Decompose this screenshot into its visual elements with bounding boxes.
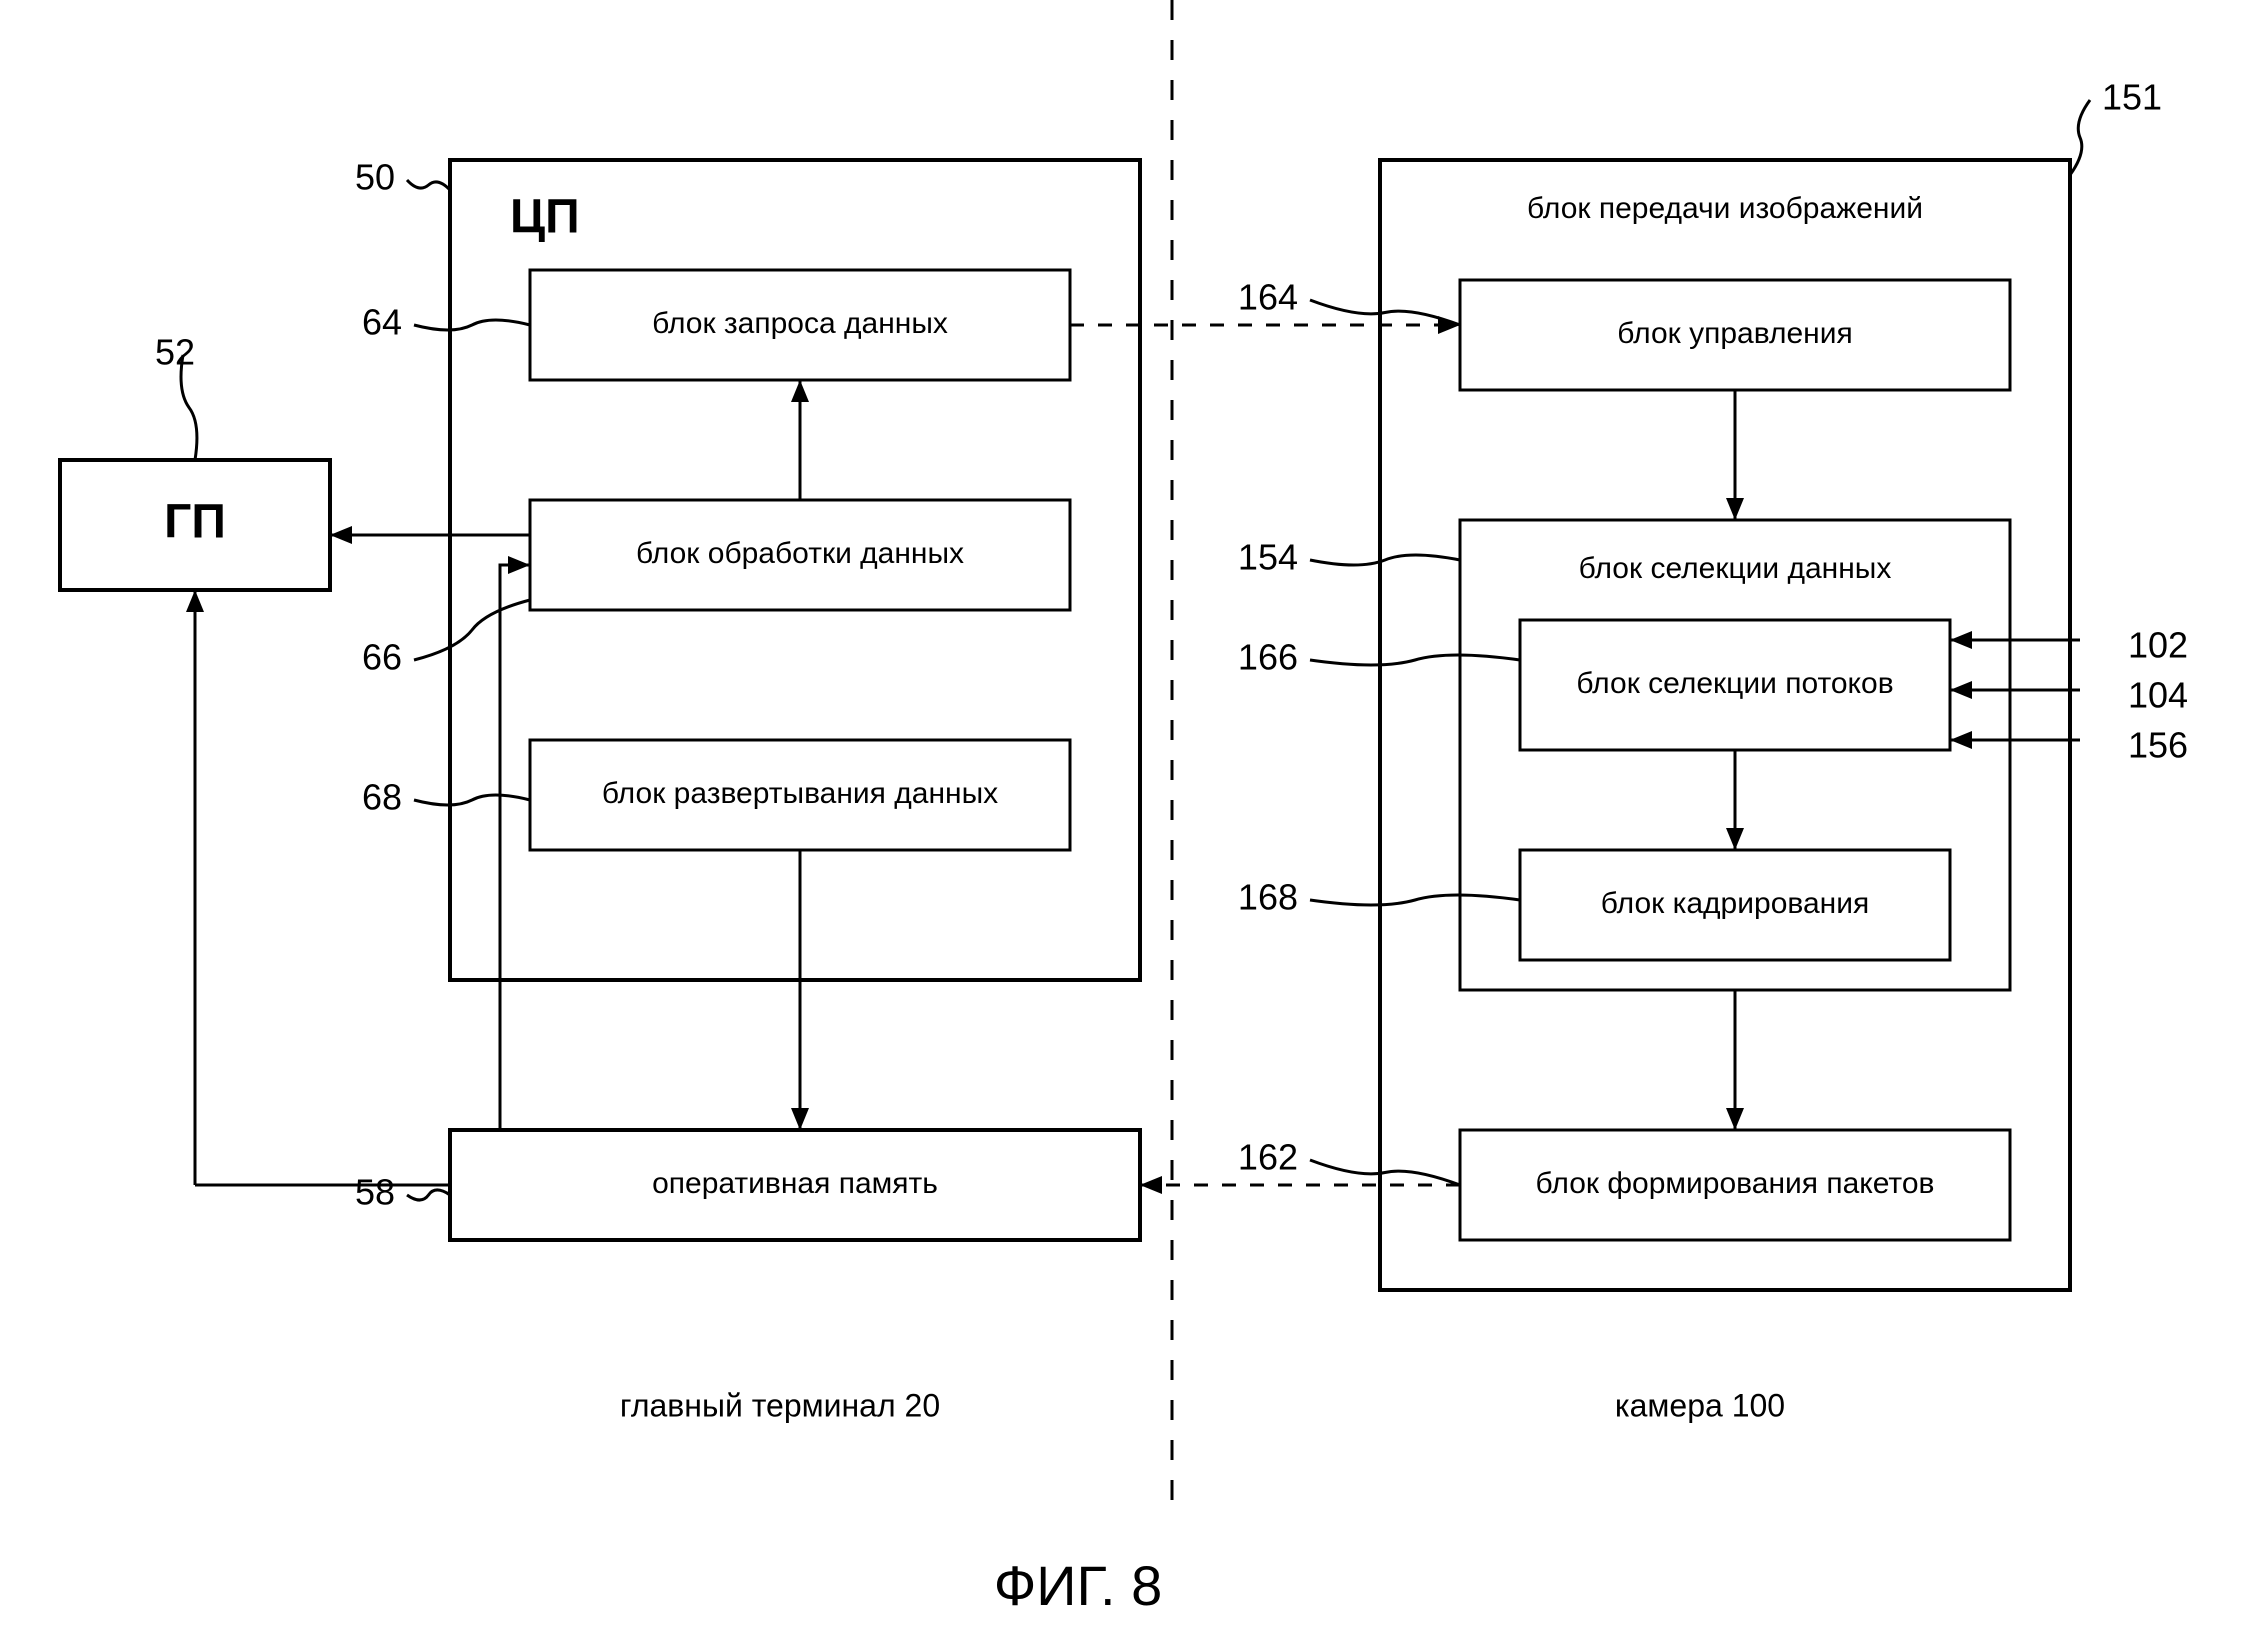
ref-64: 64 <box>362 302 402 343</box>
figure-title: ФИГ. 8 <box>994 1554 1163 1617</box>
node-proc-label: блок обработки данных <box>636 537 964 570</box>
ref-58: 58 <box>355 1172 395 1213</box>
ref-156: 156 <box>2128 725 2188 766</box>
ref-68: 68 <box>362 777 402 818</box>
ref-168: 168 <box>1238 877 1298 918</box>
caption-left: главный терминал 20 <box>620 1387 940 1423</box>
node-ctrl-label: блок управления <box>1617 317 1852 350</box>
node-ram-label: оперативная память <box>652 1167 938 1200</box>
node-req-label: блок запроса данных <box>652 307 948 340</box>
diagram-svg: ЦП блок передачи изображений блок селекции… <box>0 0 2250 1635</box>
node-dep-label: блок развертывания данных <box>602 777 998 810</box>
diagram-root: ЦП блок передачи изображений блок селекции… <box>0 0 2250 1635</box>
caption-right: камера 100 <box>1615 1387 1785 1423</box>
ref-104: 104 <box>2128 675 2188 716</box>
node-pkt-label: блок формирования пакетов <box>1536 1167 1935 1200</box>
group-cpu-title: ЦП <box>510 191 580 244</box>
group-dsel-title: блок селекции данных <box>1579 552 1892 585</box>
ref-50: 50 <box>355 157 395 198</box>
node-gp-label: ГП <box>164 496 226 549</box>
node-crop-label: блок кадрирования <box>1601 887 1869 920</box>
ref-162: 162 <box>1238 1137 1298 1178</box>
ref-154: 154 <box>1238 537 1298 578</box>
ref-66: 66 <box>362 637 402 678</box>
node-ssel-label: блок селекции потоков <box>1576 667 1893 700</box>
group-itx-title: блок передачи изображений <box>1527 192 1923 225</box>
ref-164: 164 <box>1238 277 1298 318</box>
ref-151: 151 <box>2102 77 2162 118</box>
ref-166: 166 <box>1238 637 1298 678</box>
ref-102: 102 <box>2128 625 2188 666</box>
ref-52: 52 <box>155 332 195 373</box>
